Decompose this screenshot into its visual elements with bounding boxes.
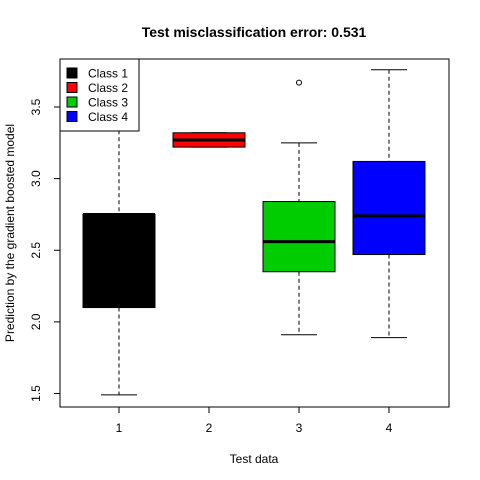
outlier-point [296, 79, 302, 86]
chart-title: Test misclassification error: 0.531 [142, 24, 367, 40]
box-body [82, 213, 156, 309]
legend-label: Class 2 [88, 81, 128, 95]
x-tick-label: 1 [116, 421, 123, 435]
y-tick-label: 2.5 [29, 242, 43, 259]
y-tick-label: 1.5 [29, 385, 43, 402]
y-axis-label: Prediction by the gradient boosted model [3, 124, 17, 342]
box-body [352, 160, 426, 256]
legend-swatch [66, 111, 78, 122]
x-tick-label: 4 [386, 421, 393, 435]
box-body [262, 201, 336, 273]
legend-label: Class 4 [88, 110, 128, 124]
legend-label: Class 3 [88, 96, 128, 110]
legend-swatch [66, 82, 78, 93]
box-class-3 [262, 79, 336, 336]
legend-label: Class 1 [88, 67, 128, 81]
x-tick-label: 3 [296, 421, 303, 435]
x-tick-label: 2 [206, 421, 213, 435]
plot-area [82, 69, 426, 396]
axes: 1.5 2.0 2.5 3.0 3.5 1 2 3 4 [29, 98, 393, 435]
box-class-1 [82, 80, 156, 396]
x-axis-label: Test data [230, 452, 279, 466]
legend-swatch [66, 96, 78, 108]
box-class-4 [352, 69, 426, 339]
y-tick-label: 3.0 [29, 170, 43, 187]
legend-swatch [66, 67, 78, 79]
y-tick-label: 2.0 [29, 313, 43, 330]
box-class-2 [172, 132, 246, 148]
plot-frame [59, 58, 450, 408]
y-tick-label: 3.5 [29, 98, 43, 115]
